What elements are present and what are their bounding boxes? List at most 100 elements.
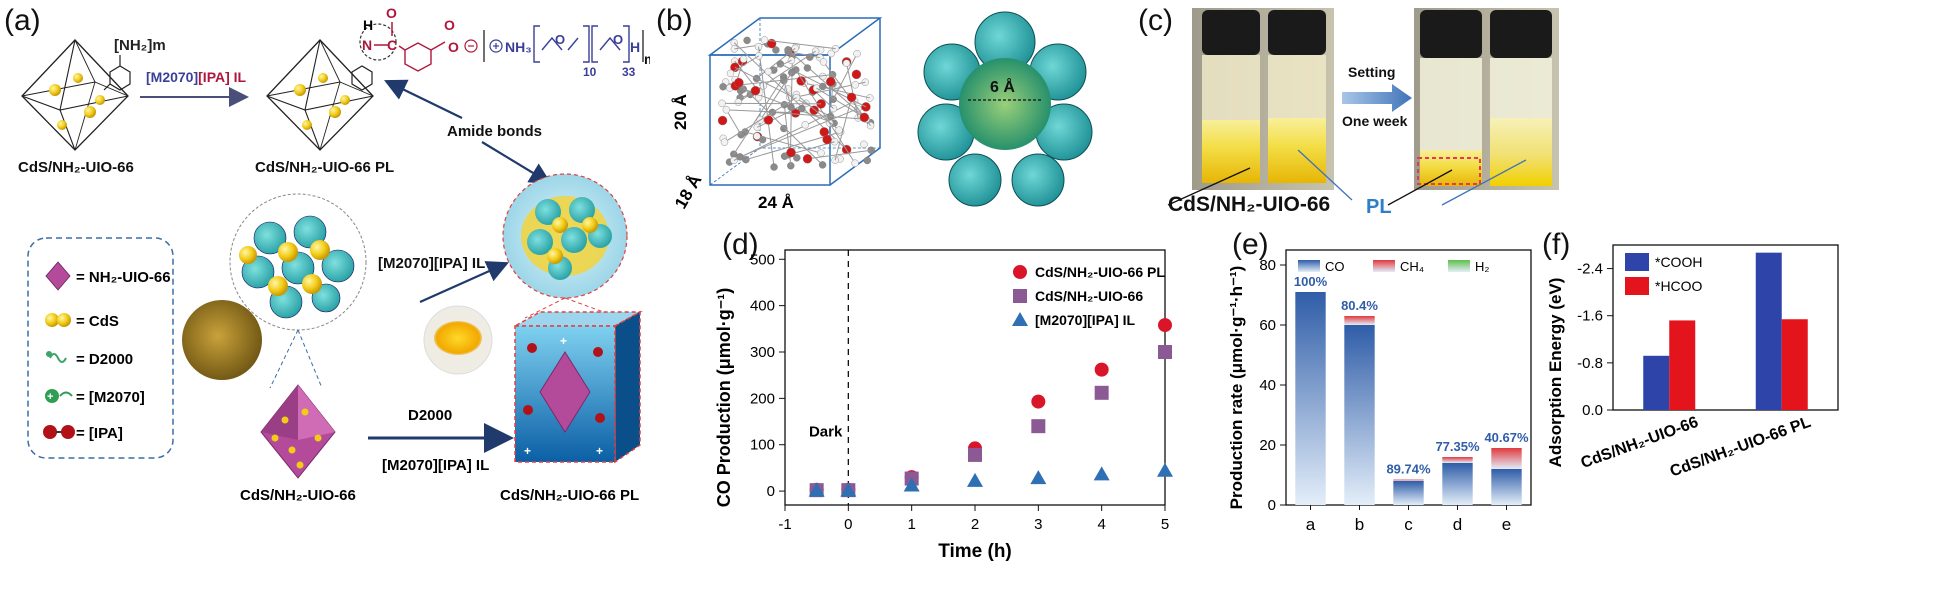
panel-e-label: (e) xyxy=(1232,228,1269,261)
x-tick-label-d: 0 xyxy=(844,516,852,533)
svg-text:C: C xyxy=(387,37,397,53)
amine-group-label: [NH₂]m xyxy=(114,37,166,54)
point-d-1 xyxy=(968,447,982,462)
x-tick-label-d: 5 xyxy=(1161,516,1169,533)
legend-label-d: CdS/NH₂-UIO-66 PL xyxy=(1035,264,1165,280)
point-d-0 xyxy=(1094,362,1109,377)
point-d-1 xyxy=(1158,345,1172,359)
legend-mof: = NH₂-UIO-66 xyxy=(76,269,171,286)
svg-text:H: H xyxy=(630,39,640,55)
panel-c-label: (c) xyxy=(1138,4,1173,37)
legend-box xyxy=(27,237,174,459)
porous-liquid-cube: + + + xyxy=(512,310,643,464)
legend-cds: = CdS xyxy=(76,313,119,330)
subscript-33: 33 xyxy=(622,65,636,79)
point-d-2 xyxy=(1030,470,1047,485)
svg-text:+: + xyxy=(47,391,53,403)
y-tick-label-f: -1.6 xyxy=(1577,308,1603,325)
x-tick-label-e: b xyxy=(1355,515,1364,534)
chart-production-rate: 0 20 40 60 80 Production rate (μmol·g⁻¹·h⁻¹) 1… xyxy=(1227,249,1532,534)
x-tick-label-d: 2 xyxy=(971,516,979,533)
d2000-arrow-label: D2000 xyxy=(408,407,452,424)
y-tick-label-d: 400 xyxy=(750,298,775,315)
amide-linker-structure: H N C O O O NH₃ O 10 O 33 H m xyxy=(359,5,650,79)
svg-text:N: N xyxy=(362,37,372,53)
bar-f-0 xyxy=(1643,355,1670,410)
bar-e-0 xyxy=(1344,325,1375,505)
y-tick-label-f: 0.0 xyxy=(1582,402,1603,419)
y-tick-label-e: 60 xyxy=(1259,317,1276,334)
panel-a-scheme: [NH₂]m [M2070][IPA] IL CdS/NH₂-UIO-66 H … xyxy=(18,5,650,504)
y-tick-label-d: 200 xyxy=(750,390,775,407)
panel-d-label: (d) xyxy=(722,228,759,261)
legend-marker-e xyxy=(1373,260,1395,272)
octahedron-start xyxy=(21,39,131,151)
y-axis-title-e: Production rate (μmol·g⁻¹·h⁻¹) xyxy=(1227,266,1246,510)
subscript-10: 10 xyxy=(583,65,597,79)
bar-label-e: 80.4% xyxy=(1341,298,1378,313)
legend-label-d: CdS/NH₂-UIO-66 xyxy=(1035,288,1143,304)
panel-f-label: (f) xyxy=(1542,228,1571,261)
sample-label: CdS/NH₂-UIO-66 xyxy=(1168,193,1331,216)
point-d-2 xyxy=(1157,462,1173,477)
point-d-1 xyxy=(1094,385,1109,400)
y-tick-label-e: 0 xyxy=(1268,497,1276,514)
dim-width: 24 Å xyxy=(758,193,794,212)
svg-text:O: O xyxy=(555,32,565,47)
legend-marker-d xyxy=(1013,265,1027,279)
il-middle-label: [M2070][IPA] IL xyxy=(378,255,485,272)
svg-text:O: O xyxy=(613,32,623,47)
legend-label-f: *COOH xyxy=(1655,254,1702,270)
legend-label-e: H₂ xyxy=(1475,259,1489,274)
legend-d2000: = D2000 xyxy=(76,351,133,368)
legend-marker-f xyxy=(1625,277,1649,295)
legend-marker-e xyxy=(1298,260,1320,272)
bar-label-e: 89.74% xyxy=(1386,462,1431,477)
bar-f-0 xyxy=(1755,252,1782,410)
subscript-m: m xyxy=(644,51,650,67)
il-coated-cluster-zoom xyxy=(502,173,628,299)
x-axis-title-d: Time (h) xyxy=(938,541,1012,562)
bottom-left-caption: CdS/NH₂-UIO-66 xyxy=(240,487,356,504)
legend-ipa: = [IPA] xyxy=(76,425,123,442)
bar-label-e: 77.35% xyxy=(1435,439,1480,454)
setting-label: Setting xyxy=(1348,64,1395,80)
bar-e-0 xyxy=(1442,463,1473,505)
point-d-2 xyxy=(1093,466,1110,481)
panel-b-label: (b) xyxy=(656,4,693,37)
bar-e-1 xyxy=(1393,479,1424,481)
dim-depth: 18 Å xyxy=(671,171,705,212)
x-tick-label-e: d xyxy=(1453,515,1462,534)
panel-c-photos: Setting One week xyxy=(1167,8,1559,206)
y-tick-label-f: -2.4 xyxy=(1577,261,1603,278)
y-tick-label-d: 500 xyxy=(750,251,775,268)
y-tick-label-d: 300 xyxy=(750,344,775,361)
bar-label-e: 40.67% xyxy=(1484,430,1529,445)
svg-text:O: O xyxy=(386,5,397,21)
y-tick-label-d: 100 xyxy=(750,437,775,454)
plot-frame-f xyxy=(1612,244,1839,411)
bar-e-0 xyxy=(1393,481,1424,505)
product-label: CdS/NH₂-UIO-66 PL xyxy=(255,159,394,176)
sediment-highlight xyxy=(1417,157,1481,185)
bar-f-1 xyxy=(1781,319,1808,410)
x-tick-label-e: a xyxy=(1306,515,1316,534)
bar-e-1 xyxy=(1491,448,1522,469)
legend-marker-d xyxy=(1013,289,1027,303)
mof-octahedron xyxy=(260,384,336,479)
reaction-il-label: [M2070][IPA] IL xyxy=(146,69,247,85)
polymer-nh3: NH₃ xyxy=(505,39,532,55)
bar-e-1 xyxy=(1344,316,1375,325)
svg-text:H: H xyxy=(363,17,373,33)
y-axis-title-f: Adsorption Energy (eV) xyxy=(1546,278,1565,468)
pl-label: PL xyxy=(1366,196,1392,218)
svg-text:O: O xyxy=(448,39,459,55)
dark-annotation: Dark xyxy=(809,423,843,440)
x-tick-label-d: -1 xyxy=(778,516,791,533)
panel-b-structures: 20 Å 18 Å 24 Å 6 Å xyxy=(671,11,1093,212)
y-axis-title-d: CO Production (μmol·g⁻¹) xyxy=(714,288,734,507)
svg-text:+: + xyxy=(596,444,603,458)
bar-label-e: 100% xyxy=(1294,274,1328,289)
